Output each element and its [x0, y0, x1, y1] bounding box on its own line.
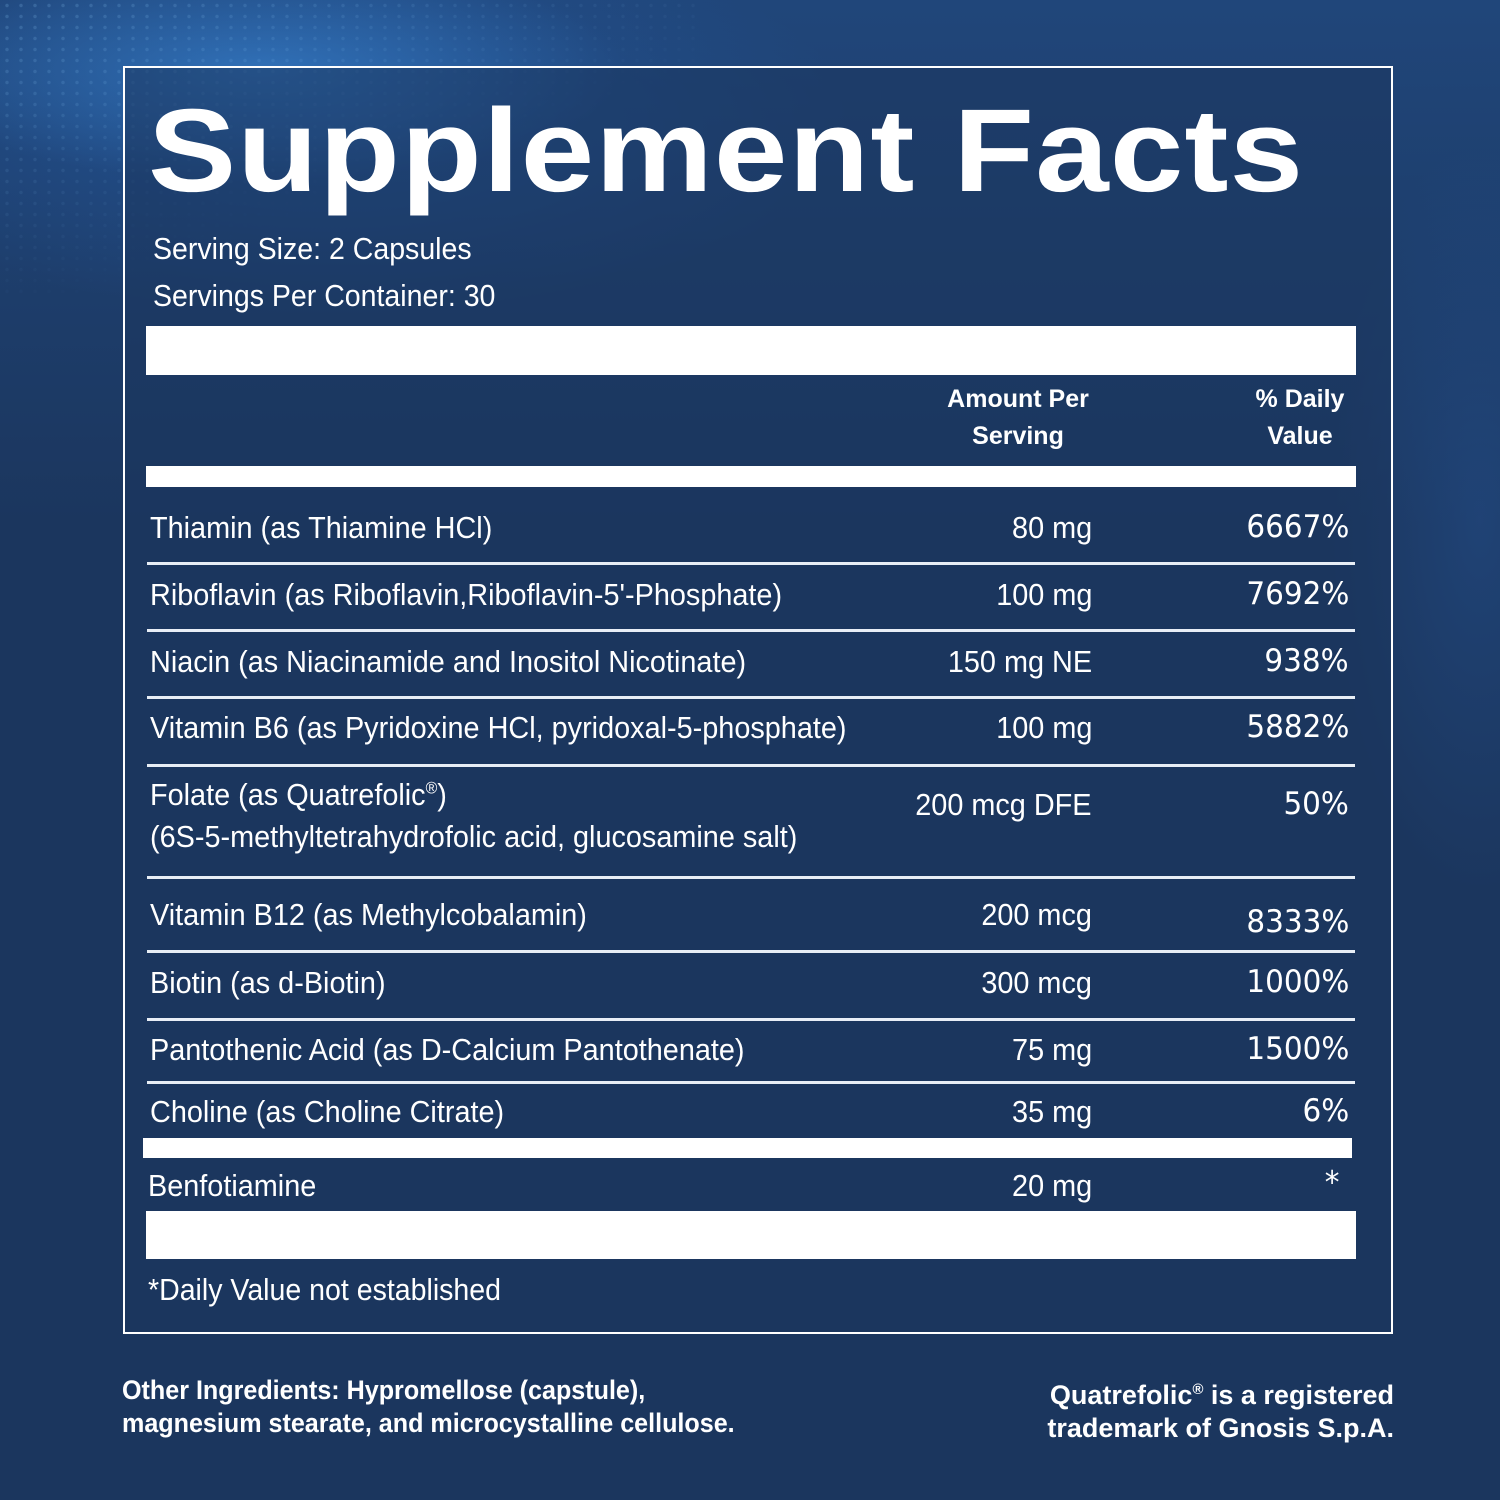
- header-amount-line2: Serving: [972, 422, 1064, 450]
- row-divider: [147, 562, 1355, 565]
- other-ingredients-line2: magnesium stearate, and microcystalline …: [122, 1408, 735, 1438]
- other-ingredients: Other Ingredients: Hypromellose (capstul…: [122, 1374, 735, 1440]
- nutrient-name-line2: (6S-5-methyltetrahydrofolic acid, glucos…: [150, 819, 798, 854]
- nutrient-amount: 200 mcg DFE: [915, 787, 1092, 822]
- row-divider: [147, 629, 1355, 632]
- nutrient-amount: 200 mcg: [981, 897, 1092, 932]
- header-dv-line1: % Daily: [1255, 385, 1345, 413]
- trademark-brand: Quatrefolic: [1049, 1380, 1193, 1410]
- thick-divider-top: [146, 326, 1356, 375]
- nutrient-daily-value: 7692%: [1246, 576, 1349, 612]
- thick-divider-mid: [143, 1138, 1352, 1158]
- row-divider: [147, 764, 1355, 767]
- nutrient-name: Vitamin B6 (as Pyridoxine HCl, pyridoxal…: [150, 710, 847, 745]
- nutrient-amount: 300 mcg: [981, 965, 1092, 1000]
- other-ingredients-line1: Other Ingredients: Hypromellose (capstul…: [122, 1375, 646, 1405]
- nutrient-daily-value: 5882%: [1246, 709, 1349, 745]
- registered-mark: ®: [425, 778, 438, 798]
- row-divider: [147, 696, 1355, 699]
- header-dv-line2: Value: [1267, 422, 1333, 450]
- thick-divider-bottom: [146, 1211, 1356, 1259]
- amount-per-serving-header: Amount Per Serving: [918, 381, 1118, 455]
- nutrient-daily-value: 50%: [1283, 786, 1349, 822]
- nutrient-name: Niacin (as Niacinamide and Inositol Nico…: [150, 644, 747, 679]
- nutrient-amount: 75 mg: [1011, 1032, 1092, 1067]
- trademark-notice: Quatrefolic® is a registered trademark o…: [1047, 1374, 1394, 1445]
- nutrient-name: Benfotiamine: [148, 1168, 317, 1203]
- page-title: Supplement Facts: [148, 85, 1305, 217]
- trademark-text: is a registered: [1203, 1380, 1394, 1410]
- nutrient-amount: 100 mg: [995, 577, 1092, 612]
- row-divider: [147, 1081, 1355, 1084]
- nutrient-amount: 35 mg: [1011, 1094, 1092, 1129]
- nutrient-daily-value: 1000%: [1246, 964, 1349, 1000]
- nutrient-name: Thiamin (as Thiamine HCl): [150, 510, 493, 545]
- nutrient-daily-value: 1500%: [1246, 1031, 1349, 1067]
- nutrient-name: Pantothenic Acid (as D-Calcium Pantothen…: [150, 1032, 745, 1067]
- registered-mark: ®: [1192, 1382, 1204, 1398]
- nutrient-daily-value: *: [1324, 1165, 1339, 1201]
- nutrient-daily-value: 6%: [1302, 1093, 1349, 1129]
- nutrient-name: Choline (as Choline Citrate): [150, 1094, 505, 1129]
- nutrient-amount: 150 mg NE: [947, 644, 1092, 679]
- row-divider: [147, 950, 1355, 953]
- thick-divider-header: [146, 466, 1356, 487]
- trademark-line1: Quatrefolic® is a registered: [1047, 1374, 1394, 1412]
- nutrient-daily-value: 8333%: [1246, 904, 1349, 940]
- daily-value-header: % Daily Value: [1232, 381, 1368, 455]
- folate-name: Folate (as Quatrefolic: [150, 777, 426, 812]
- nutrient-amount: 80 mg: [1011, 510, 1092, 545]
- footnote: *Daily Value not established: [148, 1272, 502, 1307]
- nutrient-name: Biotin (as d-Biotin): [150, 965, 386, 1000]
- nutrient-name: Folate (as Quatrefolic®): [150, 779, 447, 810]
- nutrient-name: Riboflavin (as Riboflavin,Riboflavin-5'-…: [150, 577, 783, 612]
- row-divider: [147, 1018, 1355, 1021]
- nutrient-name: Vitamin B12 (as Methylcobalamin): [150, 897, 587, 932]
- nutrient-daily-value: 938%: [1264, 643, 1349, 679]
- nutrient-daily-value: 6667%: [1246, 509, 1349, 545]
- folate-name-close: ): [437, 777, 447, 812]
- supplement-facts-panel: [123, 66, 1393, 1334]
- serving-size: Serving Size: 2 Capsules: [153, 231, 472, 266]
- servings-per-container: Servings Per Container: 30: [153, 278, 496, 313]
- header-amount-line1: Amount Per: [947, 385, 1089, 413]
- row-divider: [147, 876, 1355, 879]
- nutrient-amount: 100 mg: [995, 710, 1092, 745]
- nutrient-amount: 20 mg: [1011, 1168, 1092, 1203]
- trademark-line2: trademark of Gnosis S.p.A.: [1047, 1413, 1394, 1443]
